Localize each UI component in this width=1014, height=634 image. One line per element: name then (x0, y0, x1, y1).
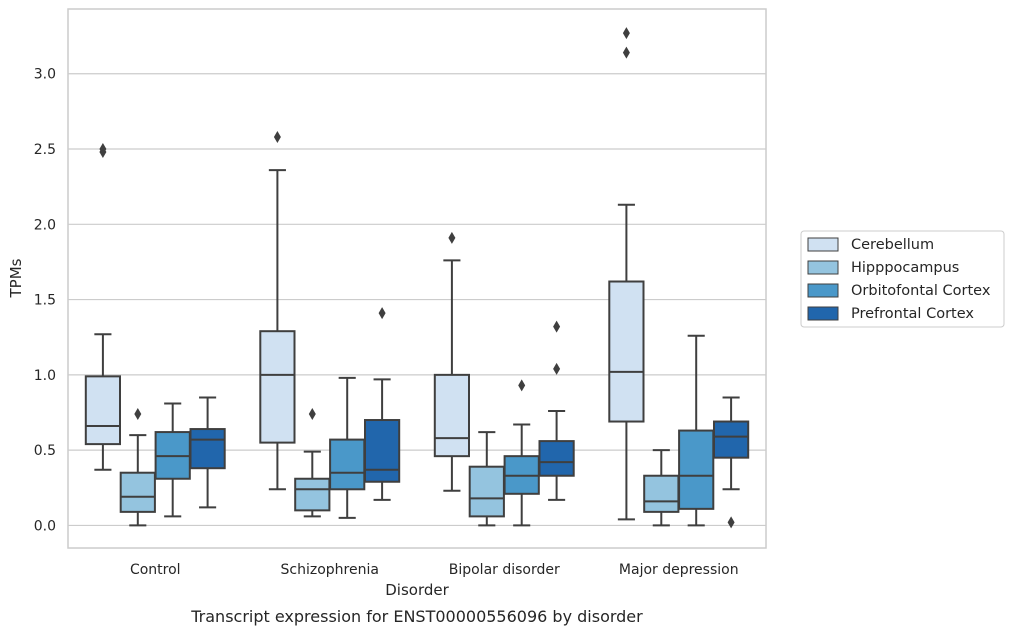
legend-label: Prefrontal Cortex (851, 306, 974, 322)
box-iqr (608, 280, 645, 423)
box-1-3 (363, 307, 401, 501)
y-tick-label: 1.5 (34, 293, 56, 309)
box-3-3 (712, 396, 750, 529)
box-3-2 (678, 334, 715, 527)
boxes (84, 27, 750, 529)
x-tick-label: Schizophrenia (281, 562, 379, 578)
box-0-0 (84, 143, 122, 471)
outlier-point (727, 516, 735, 529)
outlier-point (308, 408, 316, 421)
box-iqr (84, 375, 122, 446)
box-iqr (363, 419, 401, 483)
box-iqr (468, 465, 505, 518)
x-axis-title: Disorder (385, 581, 449, 599)
plot-area-frame (67, 8, 767, 549)
box-iqr (433, 373, 471, 458)
legend-swatch (807, 237, 839, 252)
box-3-1 (643, 449, 680, 527)
box-0-1 (119, 408, 156, 527)
outlier-point (448, 231, 456, 244)
x-tick-label: Bipolar disorder (449, 562, 560, 578)
legend-swatch (807, 283, 839, 298)
outlier-point (553, 320, 561, 333)
y-tick-label: 2.5 (34, 142, 56, 158)
box-iqr (119, 471, 156, 513)
box-1-0 (259, 130, 296, 491)
outlier-point (622, 46, 630, 59)
x-tick-label: Control (130, 562, 181, 578)
box-1-2 (329, 376, 366, 519)
y-axis-title: TPMs (7, 258, 25, 298)
box-2-2 (503, 379, 540, 527)
legend-swatch (807, 306, 839, 321)
legend-swatch (807, 260, 839, 275)
box-0-2 (154, 402, 191, 518)
box-2-1 (468, 431, 505, 527)
outlier-point (622, 27, 630, 40)
legend: Cerebellum Hipppocampus Orbitofontal Corte… (800, 230, 1005, 328)
y-tick-label: 3.0 (34, 67, 56, 83)
x-tick-label: Major depression (619, 562, 739, 578)
outlier-point (378, 307, 386, 320)
figure-caption: Transcript expression for ENST0000055609… (190, 607, 643, 626)
box-2-3 (538, 320, 575, 501)
box-1-1 (294, 408, 331, 518)
box-iqr (189, 428, 226, 470)
outlier-point (553, 362, 561, 375)
legend-label: Hipppocampus (851, 260, 959, 276)
outlier-point (134, 408, 142, 421)
box-2-0 (433, 231, 471, 492)
y-tick-label: 2.0 (34, 217, 56, 233)
box-3-0 (608, 27, 645, 521)
x-axis-ticks: Control Schizophrenia Bipolar disorder Majo… (130, 562, 739, 578)
box-iqr (712, 420, 750, 459)
y-tick-label: 0.5 (34, 443, 56, 459)
box-iqr (259, 330, 296, 444)
y-tick-label: 0.0 (34, 518, 56, 534)
box-iqr (678, 429, 715, 510)
outlier-point (99, 143, 107, 156)
outlier-point (273, 130, 281, 143)
box-iqr (329, 438, 366, 491)
box-iqr (643, 474, 680, 513)
legend-label: Orbitofontal Cortex (851, 283, 991, 299)
box-iqr (294, 477, 331, 512)
outlier-point (518, 379, 526, 392)
legend-frame (800, 230, 1005, 328)
y-tick-label: 1.0 (34, 368, 56, 384)
legend-label: Cerebellum (851, 237, 934, 253)
y-axis-ticks: 0.0 0.5 1.0 1.5 2.0 2.5 3.0 (34, 67, 56, 535)
box-0-3 (189, 396, 226, 509)
box-iqr (538, 440, 575, 477)
